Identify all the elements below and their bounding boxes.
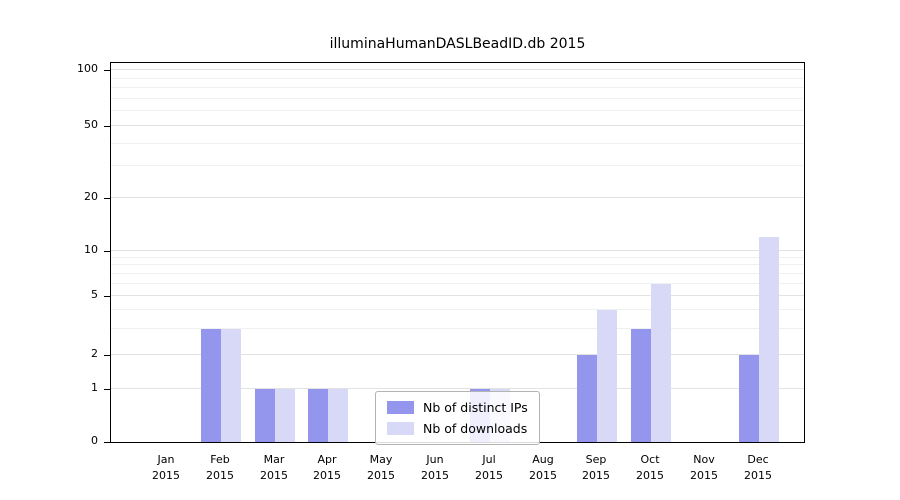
gridline-major	[111, 354, 804, 355]
x-tick-month: Aug	[532, 453, 554, 466]
bar-nb-of-downloads-oct	[651, 284, 671, 442]
gridline-minor	[111, 283, 804, 284]
gridline-minor	[111, 143, 804, 144]
gridline-minor	[111, 309, 804, 310]
x-tick-label: Sep 2015	[564, 452, 628, 484]
y-tick-label: 5	[91, 288, 98, 301]
gridline-major	[111, 197, 804, 198]
y-tick-label: 100	[77, 62, 98, 75]
x-tick-label: May 2015	[349, 452, 413, 484]
x-tick-month: Jan	[157, 453, 175, 466]
bar-nb-of-downloads-dec	[759, 237, 779, 442]
x-tick-month: Apr	[317, 453, 337, 466]
gridline-minor	[111, 98, 804, 99]
x-tick-label: Mar 2015	[242, 452, 306, 484]
x-tick-label: Apr 2015	[295, 452, 359, 484]
x-tick-month: Jun	[426, 453, 444, 466]
plot-area: Nb of distinct IPs Nb of downloads	[110, 62, 805, 445]
y-tick-label: 20	[84, 190, 98, 203]
x-tick-month: Dec	[747, 453, 769, 466]
gridline-major	[111, 388, 804, 389]
x-tick-label: Nov 2015	[672, 452, 736, 484]
bar-nb-of-distinct-ips-oct	[631, 329, 651, 442]
gridline-minor	[111, 165, 804, 166]
y-tick-mark	[104, 251, 110, 252]
x-tick-month: Oct	[640, 453, 660, 466]
bar-nb-of-downloads-mar	[275, 389, 295, 442]
bar-nb-of-distinct-ips-sep	[577, 355, 597, 442]
legend-swatch	[387, 422, 414, 435]
bar-nb-of-distinct-ips-feb	[201, 329, 221, 442]
x-tick-month: May	[369, 453, 393, 466]
legend-label: Nb of distinct IPs	[423, 400, 528, 415]
bar-nb-of-distinct-ips-dec	[739, 355, 759, 442]
gridline-major	[111, 69, 804, 70]
gridline-minor	[111, 257, 804, 258]
y-tick-label: 50	[84, 118, 98, 131]
y-tick-label: 1	[91, 381, 98, 394]
x-tick-year: 2015	[744, 469, 772, 482]
bar-nb-of-downloads-sep	[597, 310, 617, 442]
y-tick-mark	[104, 442, 110, 443]
x-tick-month: Jul	[482, 453, 496, 466]
y-tick-mark	[104, 389, 110, 390]
y-tick-mark	[104, 198, 110, 199]
gridline-major	[111, 250, 804, 251]
gridline-minor	[111, 328, 804, 329]
y-tick-mark	[104, 126, 110, 127]
y-tick-label: 10	[84, 243, 98, 256]
x-tick-label: Jan 2015	[134, 452, 198, 484]
x-tick-year: 2015	[475, 469, 503, 482]
x-tick-year: 2015	[152, 469, 180, 482]
gridline-minor	[111, 87, 804, 88]
legend-row: Nb of downloads	[387, 421, 528, 436]
legend: Nb of distinct IPs Nb of downloads	[375, 391, 540, 445]
x-tick-year: 2015	[690, 469, 718, 482]
x-tick-label: Dec 2015	[726, 452, 790, 484]
y-tick-label: 0	[91, 434, 98, 447]
x-tick-year: 2015	[582, 469, 610, 482]
bar-nb-of-downloads-feb	[221, 329, 241, 442]
gridline-minor	[111, 78, 804, 79]
y-tick-mark	[104, 70, 110, 71]
gridline-minor	[111, 264, 804, 265]
x-tick-month: Sep	[585, 453, 607, 466]
x-tick-year: 2015	[313, 469, 341, 482]
bar-nb-of-distinct-ips-apr	[308, 389, 328, 442]
gridline-major	[111, 125, 804, 126]
bar-nb-of-distinct-ips-mar	[255, 389, 275, 442]
x-tick-year: 2015	[206, 469, 234, 482]
x-tick-label: Oct 2015	[618, 452, 682, 484]
legend-label: Nb of downloads	[423, 421, 528, 436]
x-tick-label: Jun 2015	[403, 452, 467, 484]
gridline-minor	[111, 110, 804, 111]
y-tick-mark	[104, 355, 110, 356]
x-tick-month: Nov	[693, 453, 715, 466]
x-tick-year: 2015	[421, 469, 449, 482]
x-tick-month: Mar	[263, 453, 285, 466]
x-tick-label: Aug 2015	[511, 452, 575, 484]
x-tick-year: 2015	[260, 469, 288, 482]
bar-nb-of-downloads-apr	[328, 389, 348, 442]
x-tick-year: 2015	[529, 469, 557, 482]
gridline-major	[111, 295, 804, 296]
x-tick-label: Jul 2015	[457, 452, 521, 484]
x-tick-month: Feb	[210, 453, 230, 466]
gridline-minor	[111, 273, 804, 274]
x-tick-year: 2015	[367, 469, 395, 482]
chart-title: illuminaHumanDASLBeadID.db 2015	[329, 36, 586, 52]
x-tick-year: 2015	[636, 469, 664, 482]
legend-swatch	[387, 401, 414, 414]
y-tick-label: 2	[91, 347, 98, 360]
y-tick-mark	[104, 296, 110, 297]
legend-row: Nb of distinct IPs	[387, 400, 528, 415]
x-tick-label: Feb 2015	[188, 452, 252, 484]
